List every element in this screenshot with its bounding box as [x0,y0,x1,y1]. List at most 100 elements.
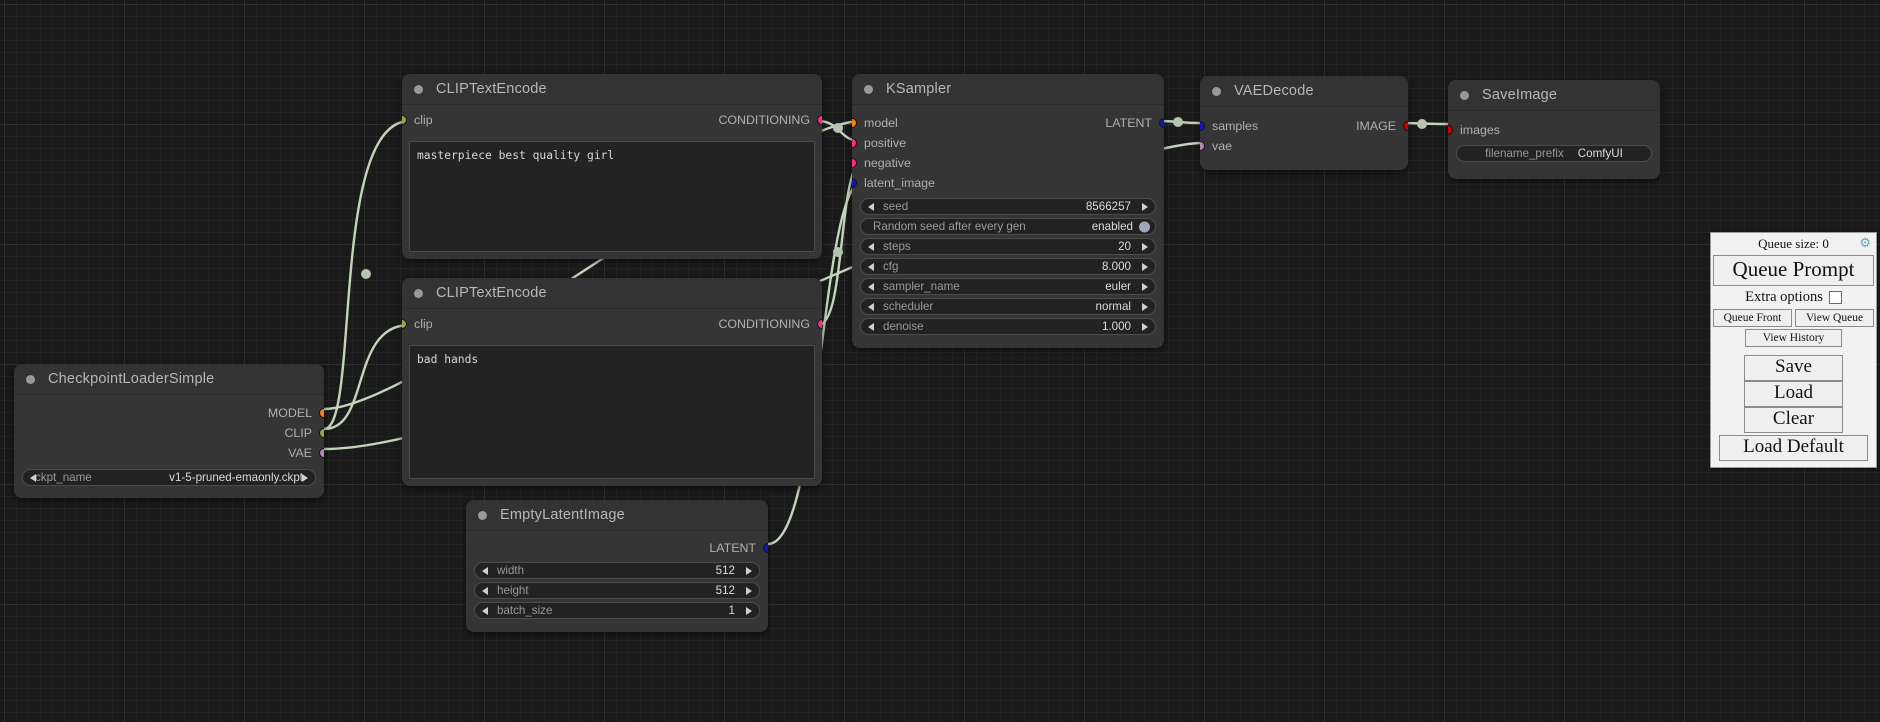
input-dot-clip[interactable] [402,320,406,328]
collapse-dot-icon[interactable] [1212,86,1221,96]
output-dot-vae[interactable] [320,449,324,457]
input-dot-positive[interactable] [852,139,856,147]
widget-batch-size[interactable]: batch_size 1 [474,602,760,619]
queue-front-button[interactable]: Queue Front [1713,309,1792,327]
node-title-bar[interactable]: VAEDecode [1200,76,1408,107]
widget-width[interactable]: width 512 [474,562,760,579]
input-dot-latent-image[interactable] [852,179,856,187]
decrement-arrow-icon[interactable] [868,242,874,251]
increment-arrow-icon[interactable] [1142,202,1148,211]
extra-options-checkbox[interactable] [1828,291,1842,304]
output-slot-vae[interactable]: VAE [14,443,324,463]
output-dot-latent[interactable] [1160,119,1164,127]
output-dot-conditioning[interactable] [818,320,822,328]
node-title-bar[interactable]: EmptyLatentImage [466,500,768,531]
comfy-menu-panel[interactable]: Queue size: 0 ⚙ Queue Prompt Extra optio… [1710,232,1877,468]
node-checkpointloadersimple[interactable]: CheckpointLoaderSimple MODEL CLIP VAE ck… [14,364,324,498]
input-dot-samples[interactable] [1200,122,1204,130]
input-slot-positive[interactable]: positive [852,133,1164,153]
collapse-dot-icon[interactable] [478,510,487,520]
load-button[interactable]: Load [1743,381,1844,407]
node-vaedecode[interactable]: VAEDecode samples IMAGE vae [1200,76,1408,170]
queue-prompt-button[interactable]: Queue Prompt [1713,255,1874,286]
decrement-arrow-icon[interactable] [868,262,874,271]
increment-arrow-icon[interactable] [746,566,752,575]
increment-arrow-icon[interactable] [1142,262,1148,271]
output-slot-model[interactable]: MODEL [14,403,324,423]
node-title-bar[interactable]: CheckpointLoaderSimple [14,364,324,395]
input-dot-vae[interactable] [1200,142,1204,150]
decrement-arrow-icon[interactable] [482,566,488,575]
widget-steps[interactable]: steps 20 [860,238,1156,255]
input-dot-model[interactable] [852,119,856,127]
node-title-bar[interactable]: CLIPTextEncode [402,74,822,105]
collapse-dot-icon[interactable] [1460,90,1469,100]
widget-random-seed-toggle[interactable]: Random seed after every gen enabled [860,218,1156,235]
widget-cfg[interactable]: cfg 8.000 [860,258,1156,275]
collapse-dot-icon[interactable] [864,84,873,94]
widget-ckpt-name[interactable]: ckpt_name v1-5-pruned-emaonly.ckpt [22,469,316,486]
save-button[interactable]: Save [1743,355,1844,381]
output-slot-clip[interactable]: CLIP [14,423,324,443]
input-slot-vae[interactable]: vae [1200,136,1408,156]
input-slot-negative[interactable]: negative [852,153,1164,173]
decrement-arrow-icon[interactable] [30,473,36,482]
node-cliptextencode-negative[interactable]: CLIPTextEncode clip CONDITIONING bad han… [402,278,822,486]
increment-arrow-icon[interactable] [1142,302,1148,311]
input-dot-negative[interactable] [852,159,856,167]
increment-arrow-icon[interactable] [1142,282,1148,291]
node-title-bar[interactable]: SaveImage [1448,80,1660,111]
node-cliptextencode-positive[interactable]: CLIPTextEncode clip CONDITIONING masterp… [402,74,822,259]
prompt-textarea-negative[interactable]: bad hands [409,345,815,479]
collapse-dot-icon[interactable] [26,374,35,384]
node-emptylatentimage[interactable]: EmptyLatentImage LATENT width 512 height… [466,500,768,632]
widget-sampler-name[interactable]: sampler_name euler [860,278,1156,295]
widget-denoise[interactable]: denoise 1.000 [860,318,1156,335]
increment-arrow-icon[interactable] [1142,322,1148,331]
gear-icon[interactable]: ⚙ [1859,235,1871,250]
widget-label-sampler-name: sampler_name [883,280,960,293]
increment-arrow-icon[interactable] [1142,242,1148,251]
collapse-dot-icon[interactable] [414,288,423,298]
prompt-textarea-positive[interactable]: masterpiece best quality girl [409,141,815,252]
extra-options-row[interactable]: Extra options [1713,288,1874,309]
output-dot-model[interactable] [320,409,324,417]
decrement-arrow-icon[interactable] [482,586,488,595]
output-dot-latent[interactable] [764,544,768,552]
output-dot-image[interactable] [1404,122,1408,130]
output-label-conditioning: CONDITIONING [718,317,810,331]
input-dot-images[interactable] [1448,126,1452,134]
collapse-dot-icon[interactable] [414,84,423,94]
output-label-vae: VAE [288,446,312,460]
toggle-knob-icon[interactable] [1139,221,1150,232]
node-title-text: SaveImage [1482,87,1558,103]
node-saveimage[interactable]: SaveImage images filename_prefix ComfyUI [1448,80,1660,179]
input-label-vae: vae [1212,139,1232,153]
decrement-arrow-icon[interactable] [482,606,488,615]
node-ksampler[interactable]: KSampler model LATENT positive negative … [852,74,1164,348]
decrement-arrow-icon[interactable] [868,302,874,311]
widget-scheduler[interactable]: scheduler normal [860,298,1156,315]
node-title-bar[interactable]: KSampler [852,74,1164,105]
widget-height[interactable]: height 512 [474,582,760,599]
decrement-arrow-icon[interactable] [868,322,874,331]
widget-seed[interactable]: seed 8566257 [860,198,1156,215]
node-title-bar[interactable]: CLIPTextEncode [402,278,822,309]
output-dot-clip[interactable] [320,429,324,437]
clear-button[interactable]: Clear [1743,407,1844,433]
widget-filename-prefix[interactable]: filename_prefix ComfyUI [1456,145,1652,162]
increment-arrow-icon[interactable] [302,473,308,482]
input-dot-clip[interactable] [402,116,406,124]
input-slot-images[interactable]: images [1448,120,1660,140]
output-slot-latent[interactable]: LATENT [466,537,768,559]
increment-arrow-icon[interactable] [746,586,752,595]
input-slot-latent-image[interactable]: latent_image [852,173,1164,193]
view-queue-button[interactable]: View Queue [1795,309,1874,327]
view-history-button[interactable]: View History [1745,329,1842,347]
increment-arrow-icon[interactable] [746,606,752,615]
load-default-button[interactable]: Load Default [1719,435,1868,461]
output-dot-conditioning[interactable] [818,116,822,124]
decrement-arrow-icon[interactable] [868,202,874,211]
decrement-arrow-icon[interactable] [868,282,874,291]
